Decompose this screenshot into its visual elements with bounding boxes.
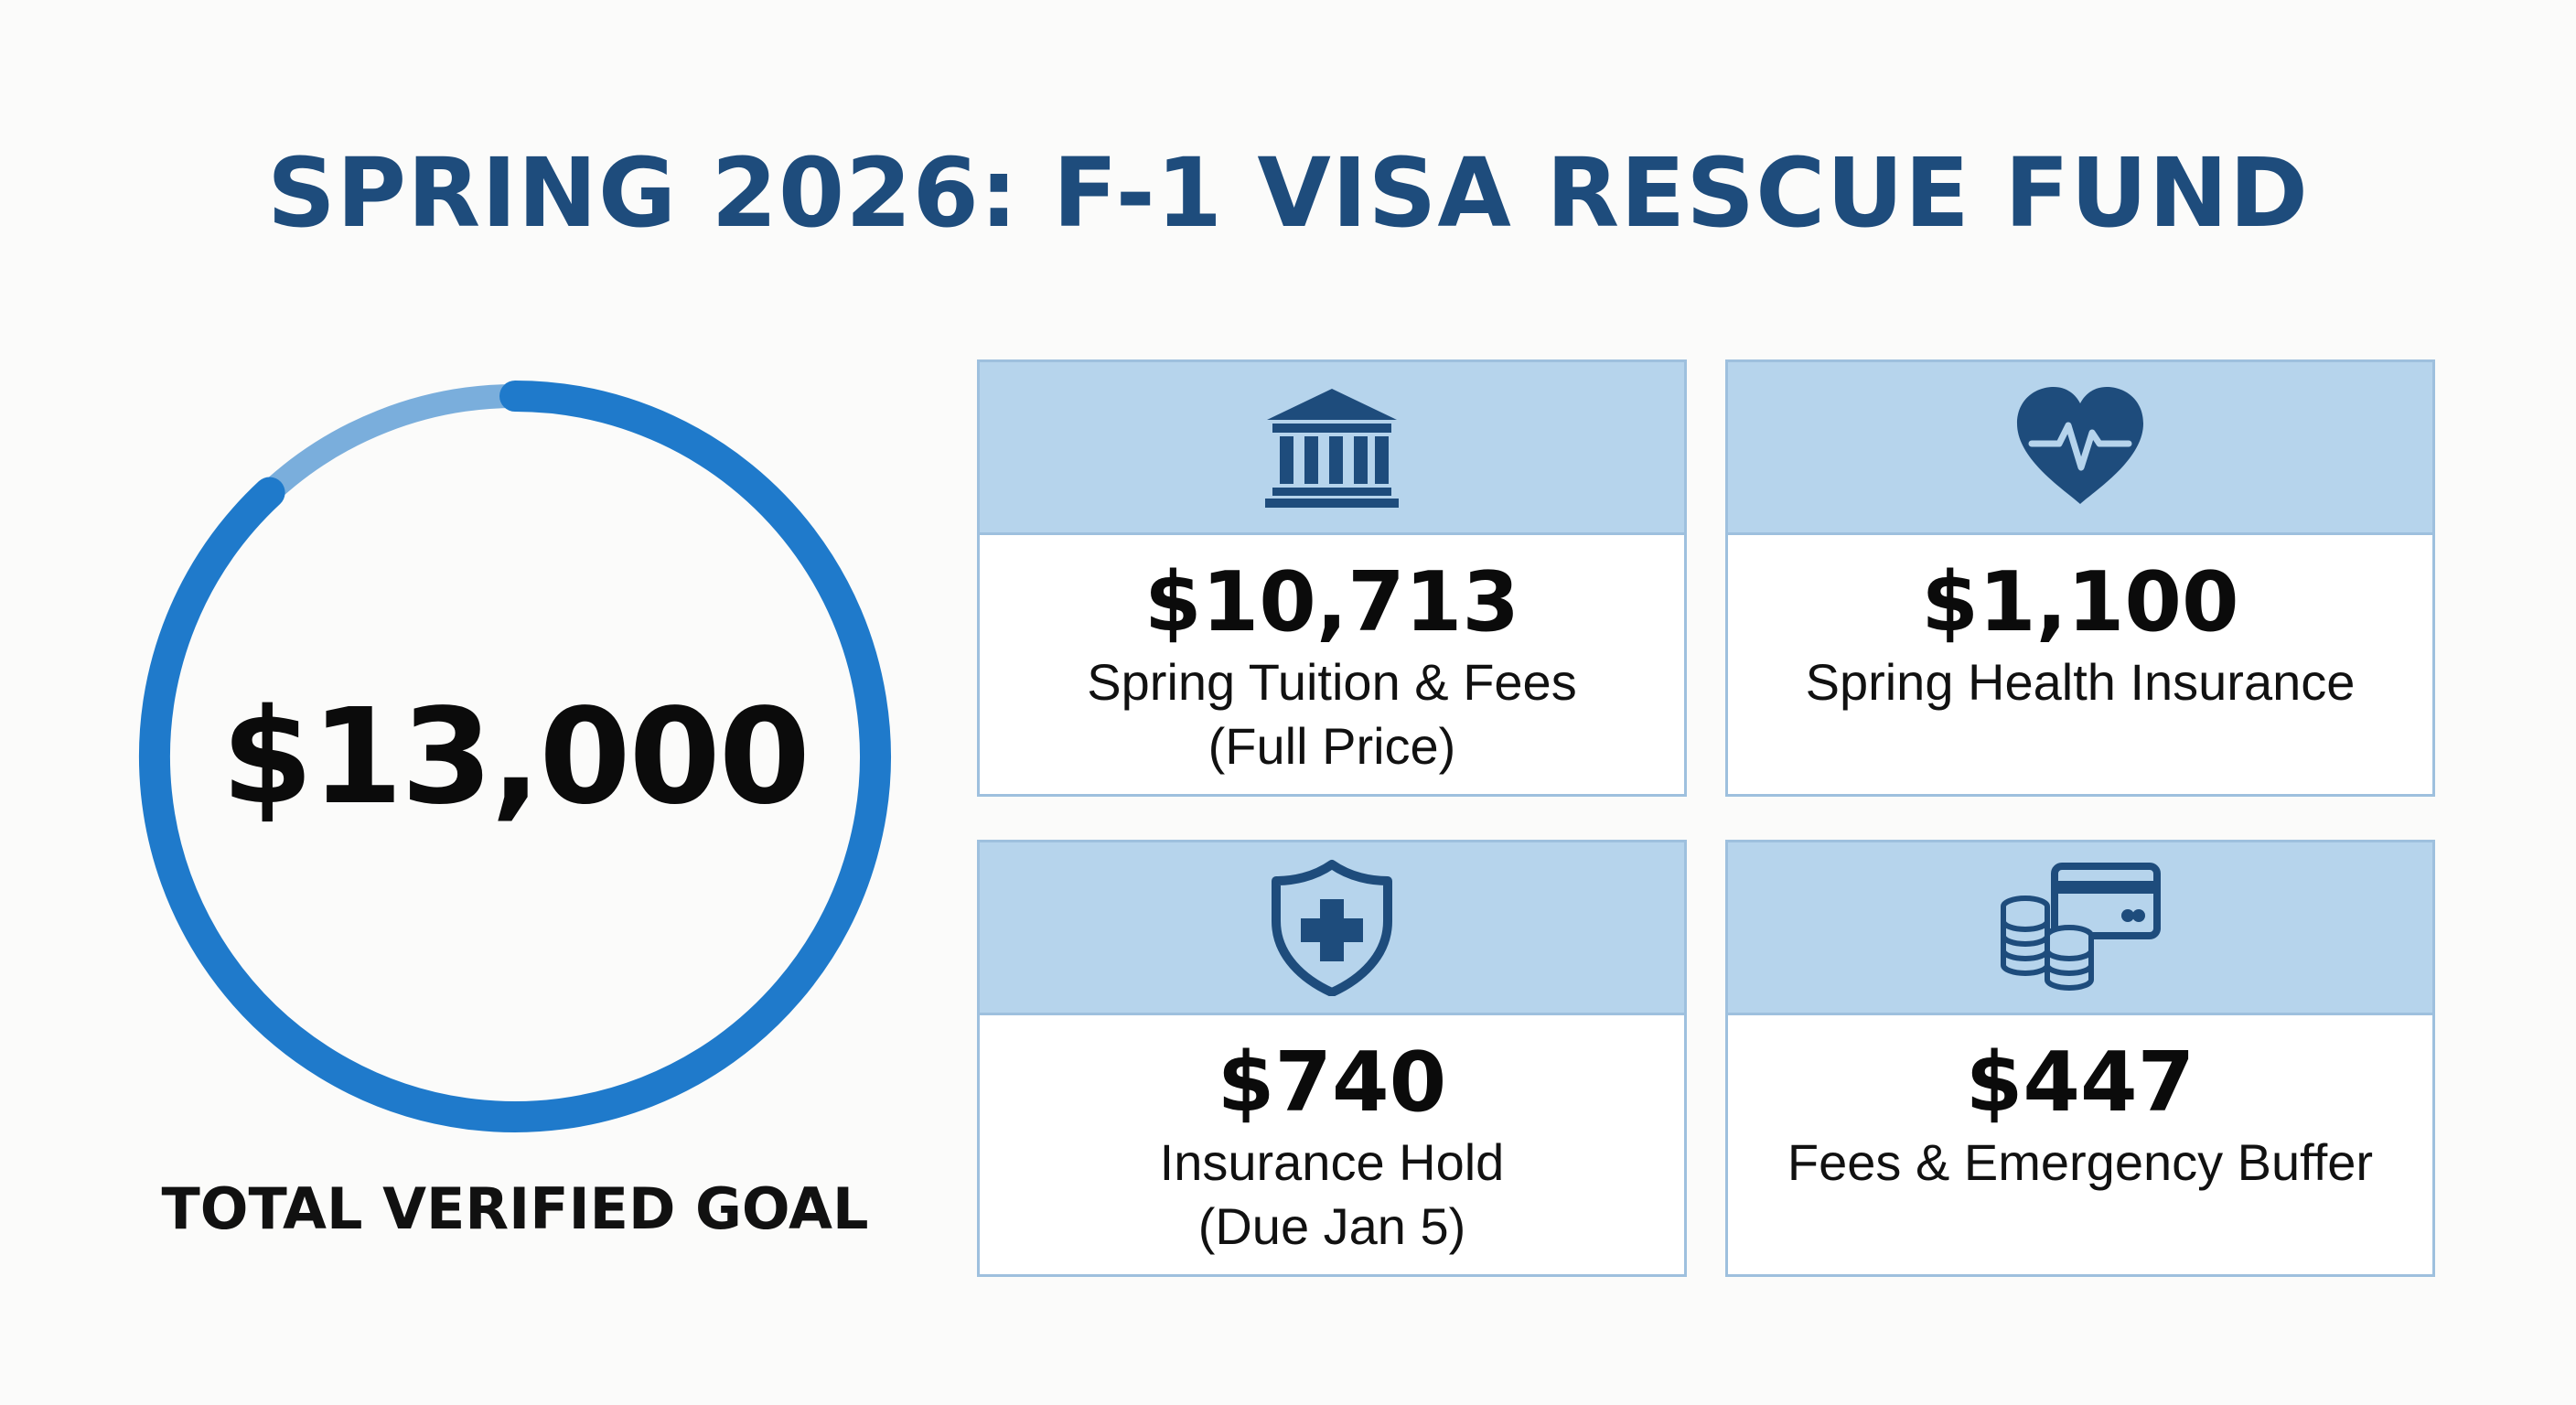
card-label-line2: (Due Jan 5)	[1197, 1197, 1466, 1256]
goal-amount: $13,000	[221, 680, 810, 833]
ring-graphic	[138, 381, 891, 1132]
card-amount: $1,100	[1921, 554, 2239, 650]
card-icon-band	[980, 842, 1684, 1015]
page-title: SPRING 2026: F-1 VISA RESCUE FUND	[266, 137, 2310, 249]
card-icon-band	[1728, 842, 2432, 1015]
card-label-line2: (Full Price)	[1208, 717, 1456, 776]
card-amount: $740	[1217, 1035, 1447, 1131]
card-label-line1: Insurance Hold	[1159, 1133, 1505, 1191]
card-amount: $10,713	[1144, 554, 1519, 650]
goal-progress-ring: $13,000	[135, 377, 895, 1136]
card-amount: $447	[1965, 1035, 2195, 1131]
card-icon-band	[980, 362, 1684, 535]
card-tuition: $10,713 Spring Tuition & Fees (Full Pric…	[977, 359, 1687, 797]
ring-progress-arc	[138, 381, 891, 1132]
card-label-line1: Fees & Emergency Buffer	[1787, 1133, 2374, 1191]
card-health-insurance: $1,100 Spring Health Insurance	[1725, 359, 2435, 797]
card-emergency-buffer: $447 Fees & Emergency Buffer	[1725, 840, 2435, 1277]
card-label-line1: Spring Tuition & Fees	[1087, 653, 1577, 711]
card-label-line1: Spring Health Insurance	[1805, 653, 2356, 711]
heart-pulse-icon	[2017, 387, 2143, 504]
coins-card-icon	[2001, 863, 2161, 991]
shield-plus-icon	[1272, 860, 1392, 996]
card-icon-band	[1728, 362, 2432, 535]
card-insurance-hold: $740 Insurance Hold (Due Jan 5)	[977, 840, 1687, 1277]
goal-label: TOTAL VERIFIED GOAL	[161, 1175, 869, 1242]
bank-icon	[1265, 389, 1399, 508]
